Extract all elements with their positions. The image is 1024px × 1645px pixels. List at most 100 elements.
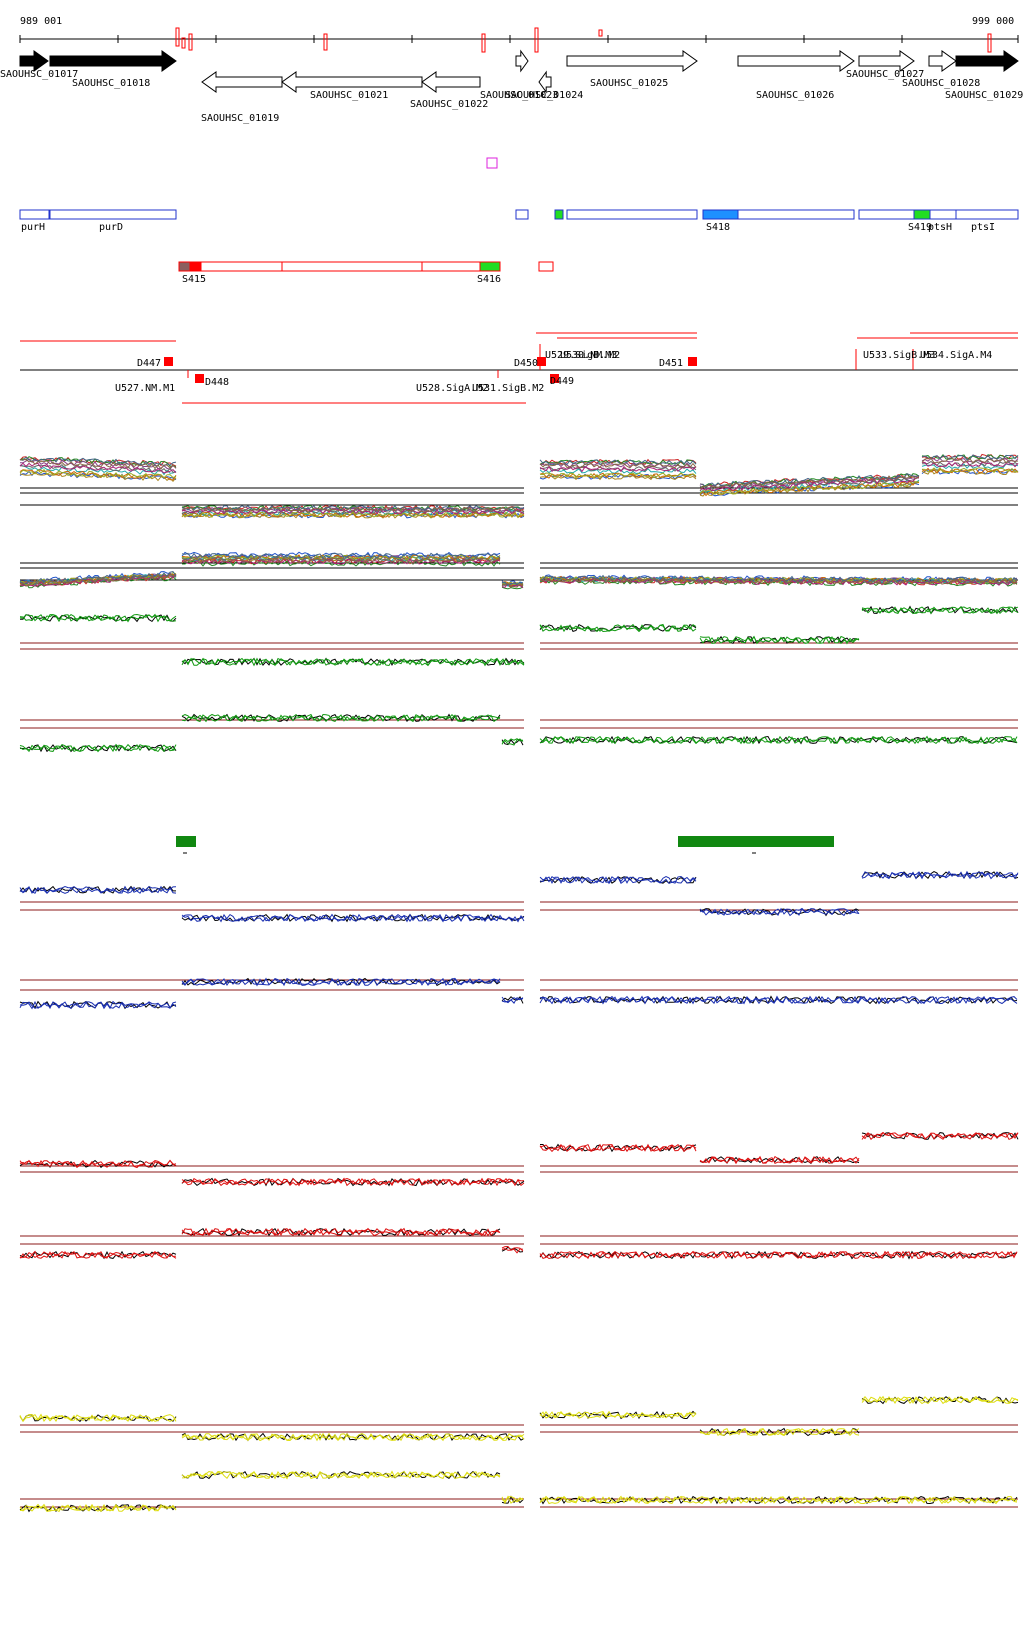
trace-line	[19, 713, 1018, 753]
operon-segment-blue	[858, 209, 915, 220]
gene-label: SAOUHSC_01028	[902, 78, 980, 89]
upstream-label: U530.NM.M2	[560, 350, 620, 361]
segment-red	[421, 261, 481, 272]
operon-label: S419	[908, 222, 932, 233]
green-bar	[176, 836, 196, 847]
gene-label: SAOUHSC_01021	[310, 90, 388, 101]
segment-label: S416	[477, 274, 501, 285]
end-coordinate: 999 000	[972, 16, 1014, 27]
gene-arrow	[49, 50, 177, 72]
gene-arrow	[566, 50, 698, 72]
trace-line	[19, 606, 1019, 667]
trace-line	[19, 461, 1019, 515]
gene-arrow	[928, 50, 957, 72]
trace-line	[19, 870, 1019, 923]
trace-line	[19, 1131, 1019, 1187]
operon-segment-blue	[554, 209, 564, 220]
ruler-feature-mark	[481, 33, 486, 53]
segment-red	[281, 261, 423, 272]
gene-label: SAOUHSC_01026	[756, 90, 834, 101]
magenta-marker	[486, 157, 498, 169]
upstream-label: U533.SigB.M3	[863, 350, 935, 361]
trace-line	[19, 606, 1019, 667]
segment-red	[479, 261, 501, 272]
trace-line	[19, 1227, 1018, 1260]
trace-line	[19, 1227, 1018, 1260]
segment-red	[178, 261, 191, 272]
trace-line	[19, 870, 1019, 923]
operon-segment-blue	[737, 209, 855, 220]
segment-label: S415	[182, 274, 206, 285]
expression-panels	[19, 453, 1019, 1513]
gene-arrow	[858, 50, 915, 72]
ruler-feature-mark	[188, 33, 193, 51]
gene-arrow	[421, 71, 481, 93]
gene-arrow	[515, 49, 529, 73]
segment-red	[189, 261, 202, 272]
operon-segment-blue	[19, 209, 50, 220]
trace-line	[19, 454, 1019, 512]
upstream-block	[195, 374, 204, 383]
ruler-feature-mark	[181, 37, 186, 49]
upstream-label: U529.SigB.M3	[545, 350, 617, 361]
gene-label: SAOUHSC_01022	[410, 99, 488, 110]
trace-line	[19, 1395, 1019, 1442]
operon-segment-blue	[702, 209, 739, 220]
trace-line	[19, 977, 1018, 1010]
gene-label: SAOUHSC_01018	[72, 78, 150, 89]
trace-line	[19, 557, 1018, 588]
ruler-feature-mark	[534, 27, 539, 53]
trace-line	[19, 977, 1018, 1010]
upstream-label: D451	[659, 358, 683, 369]
gene-label: SAOUHSC_01017	[0, 69, 78, 80]
upstream-block	[550, 374, 559, 383]
operon-label: purD	[99, 222, 123, 233]
upstream-label: D447	[137, 358, 161, 369]
gene-label: SAOUHSC_01025	[590, 78, 668, 89]
ruler-feature-mark	[175, 27, 180, 47]
trace-line	[20, 605, 1019, 666]
gene-arrow	[538, 70, 552, 94]
trace-line	[19, 453, 1019, 512]
upstream-label: D450	[514, 358, 538, 369]
gene-arrow	[955, 50, 1019, 72]
trace-line	[19, 558, 1018, 588]
operon-segment-blue	[515, 209, 529, 220]
trace-line	[19, 1131, 1019, 1187]
operon-segment-blue	[955, 209, 1019, 220]
gene-label: SAOUHSC_01019	[201, 113, 279, 124]
gene-arrow	[281, 71, 423, 93]
trace-line	[19, 713, 1018, 753]
upstream-label: U534.SigA.M4	[920, 350, 992, 361]
gene-label: SAOUHSC_01029	[945, 90, 1023, 101]
trace-line	[19, 977, 1018, 1009]
trace-line	[19, 1470, 1018, 1513]
operon-segment-blue	[566, 209, 698, 220]
upstream-label: U531.SigB.M2	[472, 383, 544, 394]
trace-line	[19, 1470, 1018, 1513]
trace-line	[19, 870, 1019, 923]
upstream-block	[537, 357, 546, 366]
start-coordinate: 989 001	[20, 16, 62, 27]
segment-red	[200, 261, 283, 272]
upstream-block	[688, 357, 697, 366]
upstream-label: D448	[205, 377, 229, 388]
operon-segment-blue	[929, 209, 957, 220]
ruler-feature-mark	[323, 33, 328, 51]
ruler-feature-mark	[987, 33, 992, 53]
upstream-block	[164, 357, 173, 366]
trace-line	[19, 552, 1018, 586]
operon-label: purH	[21, 222, 45, 233]
ruler-feature-mark	[598, 29, 603, 37]
operon-segment-blue	[49, 209, 177, 220]
green-bar	[678, 836, 834, 847]
trace-line	[19, 457, 1019, 513]
coordinate-ruler: 989 001 999 000	[19, 16, 1019, 53]
gene-arrow	[19, 50, 49, 72]
operon-label: ptsH	[928, 222, 952, 233]
operon-label: S418	[706, 222, 730, 233]
trace-line	[19, 558, 1018, 589]
segment-red	[538, 261, 554, 272]
